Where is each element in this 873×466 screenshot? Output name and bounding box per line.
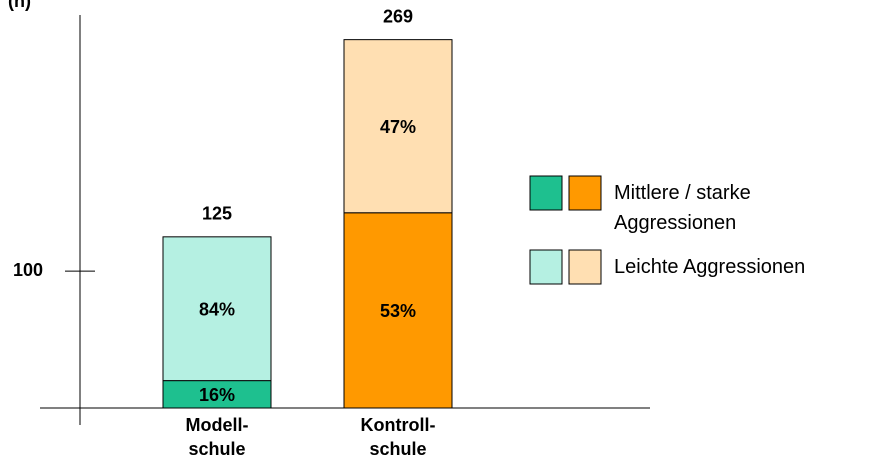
total-label: 269 [383, 6, 413, 26]
legend-swatch [529, 249, 563, 285]
x-tick-label: Kontroll- [361, 415, 436, 435]
legend-swatch [529, 175, 563, 211]
y-tick-label: 100 [13, 260, 43, 280]
data-label: 84% [199, 299, 235, 319]
bar-segment [162, 380, 272, 409]
legend-label: Leichte Aggressionen [614, 256, 806, 278]
total-label: 125 [202, 204, 232, 224]
data-label: 47% [380, 117, 416, 137]
y-axis-label: (n) [8, 0, 31, 11]
legend-label: Mittlere / starke Aggressionen [614, 182, 751, 234]
bar-segment [162, 236, 272, 382]
data-label: 16% [199, 385, 235, 405]
data-label: 53% [380, 301, 416, 321]
x-tick-label: schule [188, 439, 245, 459]
legend-swatch [568, 175, 602, 211]
x-tick-label: schule [369, 439, 426, 459]
bar-segment [343, 212, 453, 409]
legend-swatch [568, 249, 602, 285]
bar-segment [343, 39, 453, 214]
x-tick-label: Modell- [186, 415, 249, 435]
